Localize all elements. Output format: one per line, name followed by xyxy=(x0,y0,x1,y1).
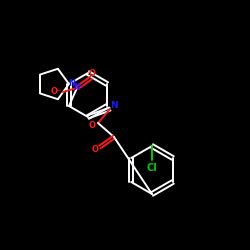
Text: Cl: Cl xyxy=(146,163,158,173)
Text: O: O xyxy=(88,68,96,78)
Text: N: N xyxy=(110,100,118,110)
Text: O: O xyxy=(88,120,96,130)
Text: O: O xyxy=(92,146,98,154)
Text: N⁺: N⁺ xyxy=(74,82,84,92)
Text: O⁻: O⁻ xyxy=(50,88,62,96)
Text: N: N xyxy=(68,78,75,88)
